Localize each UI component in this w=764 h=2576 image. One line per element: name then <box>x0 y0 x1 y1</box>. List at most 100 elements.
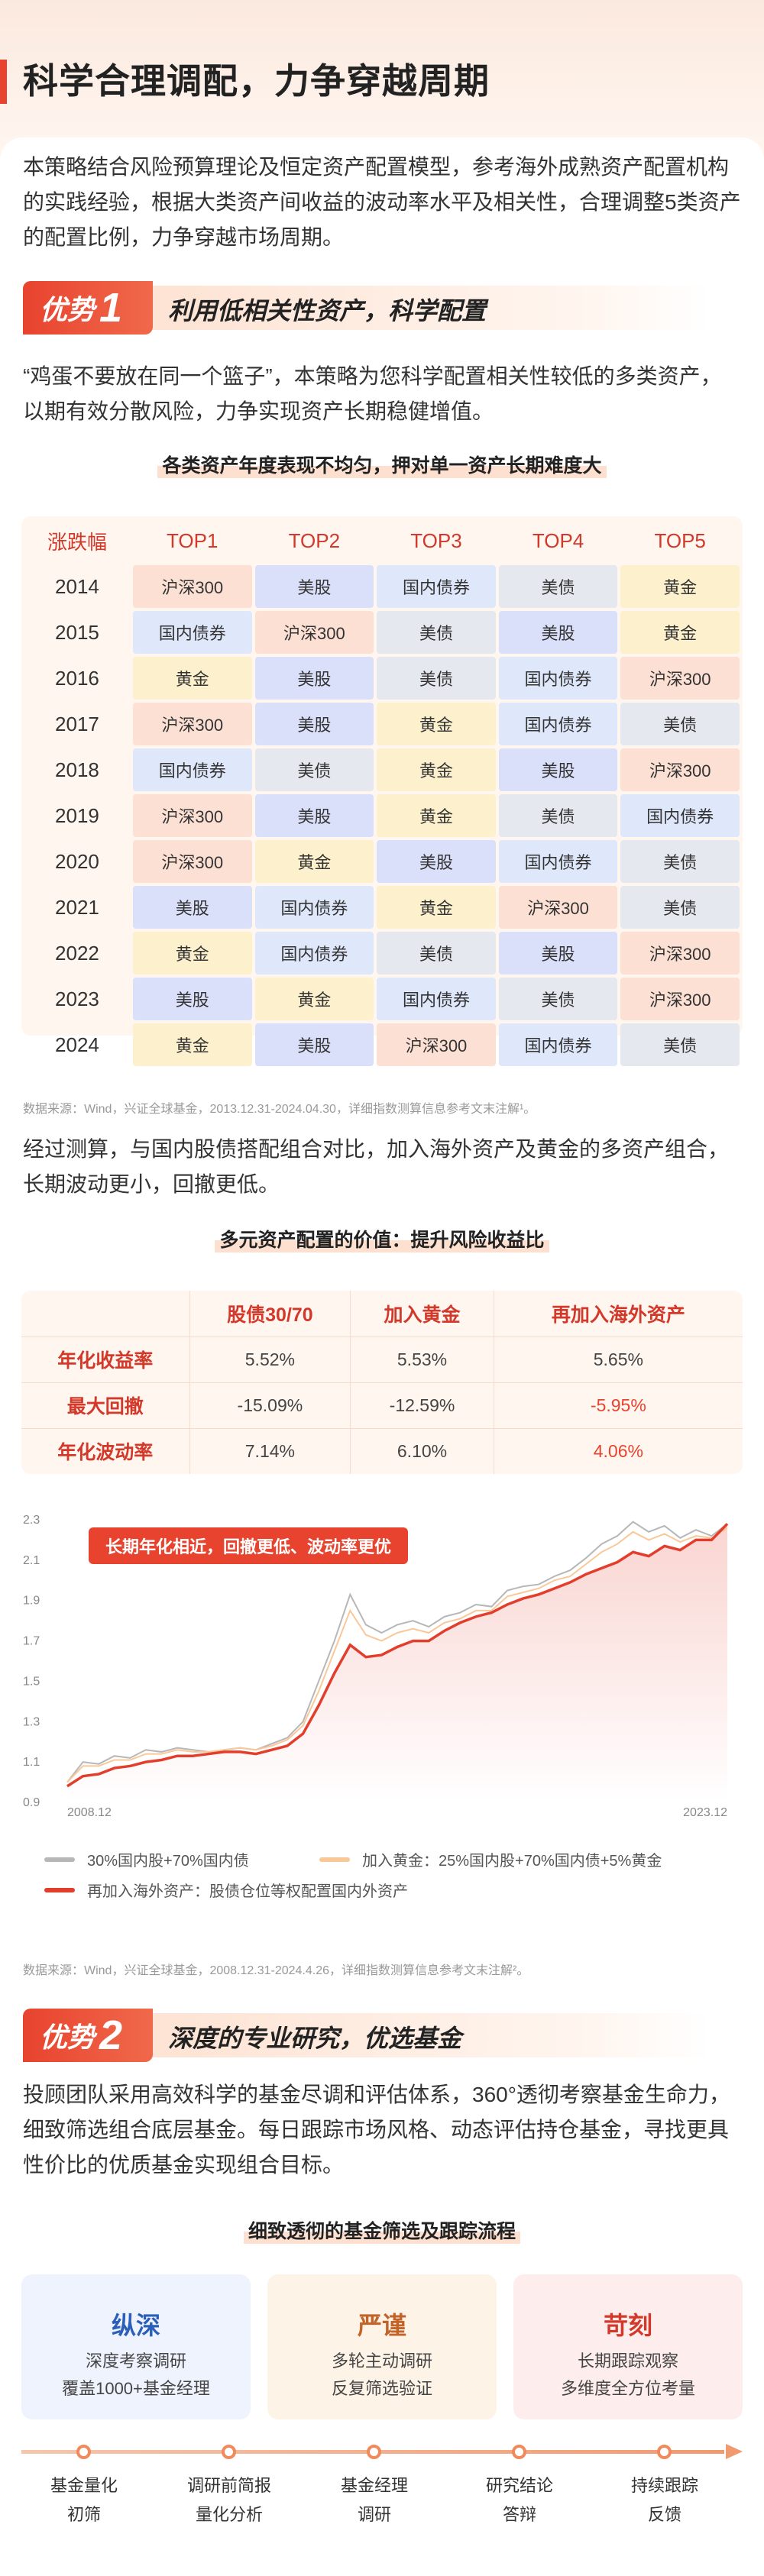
rank-header-label: 涨跌幅 <box>47 530 107 554</box>
value-cell: 4.06% <box>493 1427 743 1474</box>
rank-cell: 美股 <box>254 794 374 837</box>
rank-cell: 美债 <box>620 1023 740 1066</box>
rank-year: 2017 <box>55 712 99 735</box>
rank-cell: 沪深300 <box>620 657 740 700</box>
rank-row: 2015 国内债券 沪深300 美债 美股 黄金 <box>24 611 740 654</box>
rank-row: 2020 沪深300 黄金 美股 国内债券 美债 <box>24 840 740 883</box>
rank-year: 2018 <box>55 758 99 781</box>
measure-paragraph: 经过测算，与国内股债搭配组合对比，加入海外资产及黄金的多资产组合，长期波动更小，… <box>23 1137 730 1196</box>
value-header: 再加入海外资产 <box>493 1291 743 1336</box>
rank-cell: 美股 <box>132 886 252 929</box>
rank-year: 2016 <box>55 666 99 690</box>
rank-row: 2023 美股 黄金 国内债券 美债 沪深300 <box>24 978 740 1020</box>
step-line: 反馈 <box>647 2505 681 2524</box>
value-cell: -5.95% <box>493 1382 743 1428</box>
process-step-5: 持续跟踪 反馈 <box>604 2471 726 2529</box>
advantage-number: 2 <box>99 2012 123 2058</box>
timeline-arrow-icon <box>726 2444 743 2459</box>
rank-row: 2022 黄金 国内债券 美债 美股 沪深300 <box>24 932 740 974</box>
y-tick-label: 2.1 <box>23 1554 40 1567</box>
title-accent-bar <box>0 60 7 104</box>
rank-cell: 黄金 <box>377 703 496 745</box>
principle-line: 多维度全方位考量 <box>560 2379 695 2398</box>
value-cell: 7.14% <box>189 1427 351 1474</box>
header: 科学合理调配，力争穿越周期 <box>0 0 764 153</box>
series-line-2 <box>66 1527 728 1783</box>
value-row: 最大回撤 -15.09% -12.59% -5.95% <box>21 1382 743 1428</box>
y-tick-label: 1.9 <box>23 1595 40 1608</box>
rank-cell: 国内债券 <box>254 886 374 929</box>
value-row: 年化收益率 5.52% 5.53% 5.65% <box>21 1336 743 1382</box>
legend-swatch <box>44 1887 75 1892</box>
rank-header-top: TOP2 <box>288 528 341 552</box>
advantage-title: 利用低相关性资产，科学配置 <box>168 297 487 325</box>
step-line: 调研 <box>357 2505 391 2524</box>
rank-cell: 黄金 <box>132 1023 252 1066</box>
rank-cell: 美债 <box>498 565 618 608</box>
value-header <box>21 1291 189 1336</box>
rank-cell: 黄金 <box>132 657 252 700</box>
legend-label: 加入黄金：25%国内股+70%国内债+5%黄金 <box>362 1853 662 1870</box>
rank-cell: 沪深300 <box>132 794 252 837</box>
process-step-3: 基金经理 调研 <box>313 2471 435 2529</box>
advantage-word: 优势 <box>40 294 96 325</box>
rank-cell: 美债 <box>377 932 496 974</box>
principle-line: 多轮主动调研 <box>331 2351 432 2371</box>
rank-cell: 国内债券 <box>498 1023 618 1066</box>
step-line: 研究结论 <box>485 2476 553 2495</box>
rank-row: 2014 沪深300 美股 国内债券 美债 黄金 <box>24 565 740 608</box>
advantage-band <box>145 2013 711 2057</box>
fund-process-title-text: 细致透彻的基金筛选及跟踪流程 <box>243 2216 520 2244</box>
principle-line: 深度考察调研 <box>85 2351 186 2371</box>
rank-header-row: 涨跌幅 TOP1 TOP2 TOP3 TOP4 TOP5 <box>24 519 740 562</box>
principle-strict: 苛刻 长期跟踪观察 多维度全方位考量 <box>513 2274 743 2419</box>
advantage-word: 优势 <box>40 2022 96 2053</box>
rank-year: 2020 <box>55 849 99 873</box>
x-tick-label: 2023.12 <box>683 1806 727 1818</box>
step-line: 基金经理 <box>340 2476 408 2495</box>
value-body: 年化收益率 5.52% 5.53% 5.65% 最大回撤 -15.09% -12.59% -5… <box>21 1336 743 1474</box>
rank-cell: 沪深300 <box>132 565 252 608</box>
rank-header-top: TOP1 <box>167 528 219 552</box>
rank-cell: 美股 <box>254 565 374 608</box>
step-line: 持续跟踪 <box>630 2476 698 2495</box>
rank-cell: 美债 <box>620 703 740 745</box>
timeline-dot <box>222 2445 236 2459</box>
rank-cell: 国内债券 <box>498 657 618 700</box>
rank-cell: 黄金 <box>132 932 252 974</box>
value-cell: 5.52% <box>189 1336 351 1382</box>
rank-cell: 沪深300 <box>254 611 374 654</box>
process-step-2: 调研前简报 量化分析 <box>168 2471 290 2529</box>
rank-header-top: TOP3 <box>410 528 462 552</box>
advantage-number: 1 <box>99 285 123 331</box>
rank-cell: 美债 <box>377 657 496 700</box>
intro-paragraph: 本策略结合风险预算理论及恒定资产配置模型，参考海外成熟资产配置机构的实践经验，根… <box>23 155 741 249</box>
value-header-row: 股债30/70 加入黄金 再加入海外资产 <box>21 1291 743 1336</box>
value-cell: -15.09% <box>189 1382 351 1428</box>
rank-year: 2024 <box>55 1033 99 1056</box>
rank-year: 2022 <box>55 941 99 965</box>
rank-cell: 沪深300 <box>620 978 740 1020</box>
rank-cell: 沪深300 <box>132 703 252 745</box>
advantage-1-paragraph: “鸡蛋不要放在同一个篮子”，本策略为您科学配置相关性较低的多类资产，以期有效分散… <box>23 364 722 423</box>
rank-cell: 美股 <box>498 611 618 654</box>
rank-year: 2023 <box>55 987 99 1010</box>
timeline-dot <box>76 2445 91 2459</box>
rank-cell: 美股 <box>254 1023 374 1066</box>
value-row: 年化波动率 7.14% 6.10% 4.06% <box>21 1427 743 1474</box>
process-step-1: 基金量化 初筛 <box>23 2471 145 2529</box>
rank-cell: 美股 <box>498 932 618 974</box>
principle-depth: 纵深 深度考察调研 覆盖1000+基金经理 <box>21 2274 251 2419</box>
principle-line: 长期跟踪观察 <box>577 2351 678 2371</box>
fund-principles: 纵深 深度考察调研 覆盖1000+基金经理 严谨 多轮主动调研 反复筛选验证 苛… <box>21 2274 743 2419</box>
rank-cell: 黄金 <box>377 794 496 837</box>
principle-line: 反复筛选验证 <box>331 2379 432 2398</box>
value-cell: 6.10% <box>350 1427 494 1474</box>
principle-title: 纵深 <box>111 2312 160 2339</box>
rank-header-top: TOP5 <box>654 528 706 552</box>
rank-row: 2024 黄金 美股 沪深300 国内债券 美债 <box>24 1023 740 1066</box>
value-header: 加入黄金 <box>350 1291 494 1336</box>
value-row-label: 年化收益率 <box>21 1336 189 1382</box>
legend-swatch <box>44 1857 75 1862</box>
